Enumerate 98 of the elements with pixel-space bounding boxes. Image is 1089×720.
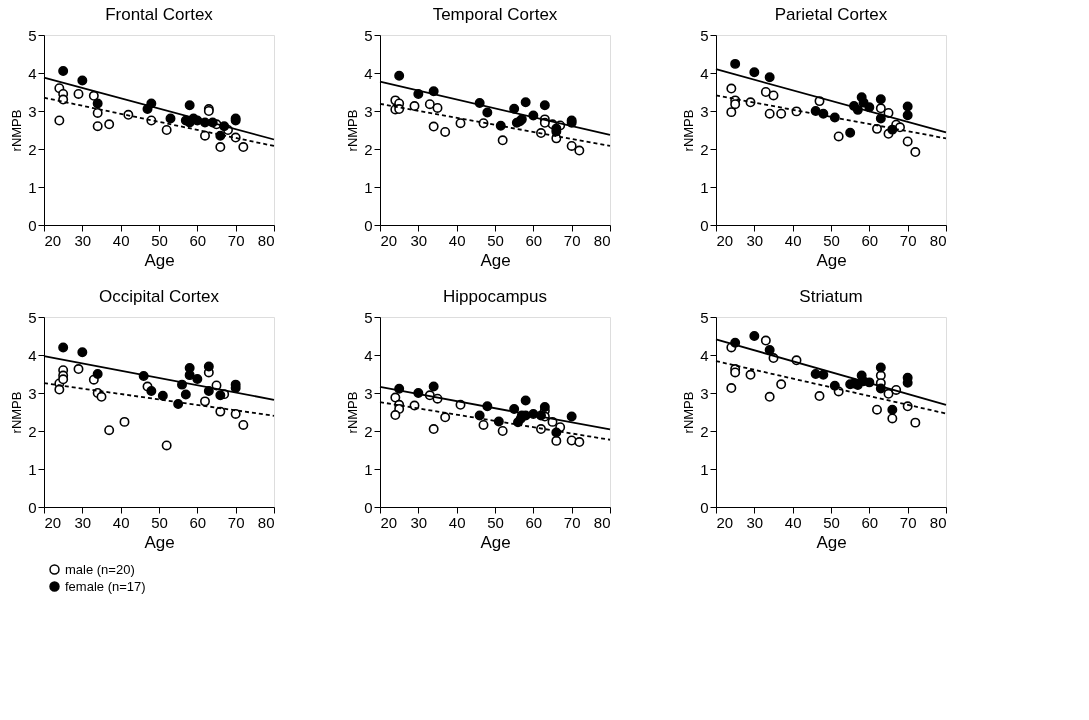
y-tick-label: 0 bbox=[700, 216, 709, 234]
y-axis-title: rNMPB bbox=[345, 109, 361, 152]
x-tick-label: 40 bbox=[784, 513, 802, 531]
y-tick-label: 1 bbox=[28, 460, 37, 478]
x-axis-title: Age bbox=[480, 532, 511, 552]
y-tick-label: 0 bbox=[700, 498, 709, 516]
y-tick-label: 5 bbox=[364, 308, 373, 326]
x-tick-label: 20 bbox=[380, 513, 398, 531]
x-tick-label: 20 bbox=[380, 231, 398, 249]
y-tick-label: 4 bbox=[364, 64, 373, 82]
y-tick-label: 1 bbox=[700, 460, 709, 478]
y-axis-title: rNMPB bbox=[9, 109, 25, 152]
x-axis-title: Age bbox=[144, 250, 175, 270]
y-tick-label: 0 bbox=[364, 498, 373, 516]
y-tick-label: 0 bbox=[28, 498, 37, 516]
x-tick-label: 80 bbox=[929, 513, 947, 531]
legend-label: female (n=17) bbox=[65, 578, 146, 594]
y-tick-label: 5 bbox=[28, 308, 37, 326]
legend-label: male (n=20) bbox=[65, 561, 135, 577]
x-tick-label: 80 bbox=[929, 231, 947, 249]
chart-title: Temporal Cortex bbox=[432, 5, 558, 24]
x-tick-label: 40 bbox=[784, 231, 802, 249]
y-tick-label: 2 bbox=[28, 140, 37, 158]
y-tick-label: 5 bbox=[700, 26, 709, 44]
y-tick-label: 4 bbox=[28, 346, 37, 364]
x-tick-label: 30 bbox=[74, 231, 92, 249]
x-tick-label: 20 bbox=[716, 513, 734, 531]
y-tick-label: 4 bbox=[700, 346, 709, 364]
x-tick-label: 40 bbox=[112, 513, 130, 531]
y-tick-label: 1 bbox=[364, 178, 373, 196]
x-tick-label: 80 bbox=[593, 513, 611, 531]
chart-title: Frontal Cortex bbox=[105, 5, 214, 24]
y-tick-label: 1 bbox=[700, 178, 709, 196]
x-tick-label: 40 bbox=[448, 231, 466, 249]
x-tick-label: 60 bbox=[861, 231, 879, 249]
x-tick-label: 70 bbox=[899, 513, 917, 531]
x-tick-label: 30 bbox=[410, 231, 428, 249]
y-tick-label: 1 bbox=[28, 178, 37, 196]
y-tick-label: 1 bbox=[364, 460, 373, 478]
x-tick-label: 70 bbox=[227, 231, 245, 249]
y-axis-title: rNMPB bbox=[9, 391, 25, 434]
y-tick-label: 2 bbox=[700, 422, 709, 440]
x-tick-label: 60 bbox=[189, 513, 207, 531]
y-axis-title: rNMPB bbox=[345, 391, 361, 434]
y-tick-label: 5 bbox=[364, 26, 373, 44]
x-tick-label: 50 bbox=[823, 231, 840, 249]
x-tick-label: 20 bbox=[44, 513, 62, 531]
x-tick-label: 30 bbox=[746, 231, 764, 249]
x-tick-label: 30 bbox=[746, 513, 764, 531]
y-tick-label: 2 bbox=[700, 140, 709, 158]
x-tick-label: 60 bbox=[189, 231, 207, 249]
x-tick-label: 50 bbox=[823, 513, 840, 531]
y-axis-title: rNMPB bbox=[681, 109, 697, 152]
x-tick-label: 70 bbox=[563, 513, 581, 531]
x-axis-title: Age bbox=[816, 250, 847, 270]
x-axis-title: Age bbox=[816, 532, 847, 552]
y-tick-label: 4 bbox=[364, 346, 373, 364]
y-tick-label: 0 bbox=[28, 216, 37, 234]
x-tick-label: 20 bbox=[44, 231, 62, 249]
x-tick-label: 80 bbox=[593, 231, 611, 249]
y-tick-label: 3 bbox=[700, 102, 709, 120]
y-tick-label: 3 bbox=[364, 384, 373, 402]
x-tick-label: 70 bbox=[227, 513, 245, 531]
y-tick-label: 2 bbox=[364, 140, 373, 158]
y-tick-label: 5 bbox=[28, 26, 37, 44]
chart-title: Striatum bbox=[799, 287, 863, 306]
y-tick-label: 3 bbox=[28, 102, 37, 120]
y-tick-label: 2 bbox=[28, 422, 37, 440]
x-tick-label: 40 bbox=[112, 231, 130, 249]
x-tick-label: 30 bbox=[74, 513, 92, 531]
y-tick-label: 4 bbox=[28, 64, 37, 82]
x-tick-label: 80 bbox=[257, 513, 275, 531]
x-tick-label: 70 bbox=[899, 231, 917, 249]
x-tick-label: 80 bbox=[257, 231, 275, 249]
x-tick-label: 50 bbox=[151, 231, 168, 249]
x-tick-label: 70 bbox=[563, 231, 581, 249]
x-tick-label: 60 bbox=[861, 513, 879, 531]
chart-title: Occipital Cortex bbox=[99, 287, 220, 306]
x-tick-label: 50 bbox=[487, 513, 504, 531]
y-tick-label: 3 bbox=[28, 384, 37, 402]
y-axis-title: rNMPB bbox=[681, 391, 697, 434]
chart-title: Parietal Cortex bbox=[774, 5, 888, 24]
y-tick-label: 3 bbox=[700, 384, 709, 402]
x-tick-label: 60 bbox=[525, 231, 543, 249]
x-tick-label: 50 bbox=[487, 231, 504, 249]
y-tick-label: 3 bbox=[364, 102, 373, 120]
y-tick-label: 5 bbox=[700, 308, 709, 326]
x-tick-label: 50 bbox=[151, 513, 168, 531]
x-axis-title: Age bbox=[480, 250, 511, 270]
x-axis-title: Age bbox=[144, 532, 175, 552]
x-tick-label: 20 bbox=[716, 231, 734, 249]
y-tick-label: 4 bbox=[700, 64, 709, 82]
chart-title: Hippocampus bbox=[443, 287, 547, 306]
x-tick-label: 60 bbox=[525, 513, 543, 531]
x-tick-label: 40 bbox=[448, 513, 466, 531]
x-tick-label: 30 bbox=[410, 513, 428, 531]
y-tick-label: 2 bbox=[364, 422, 373, 440]
y-tick-label: 0 bbox=[364, 216, 373, 234]
